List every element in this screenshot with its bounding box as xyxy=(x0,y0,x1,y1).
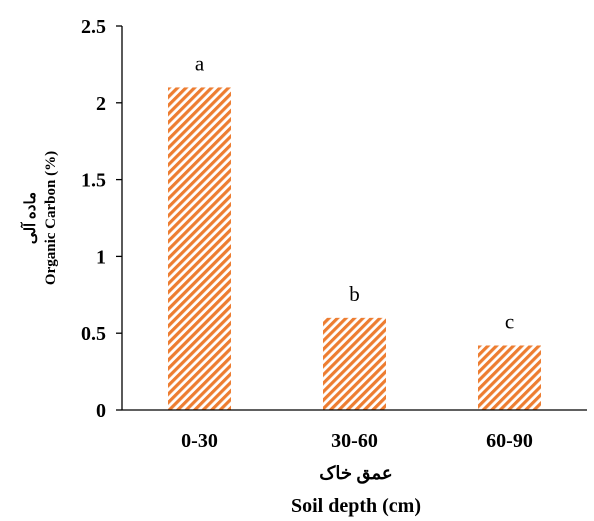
x-ticks-group: 0-30 30-60 60-90 xyxy=(181,430,533,452)
bar-0-30 xyxy=(168,87,231,410)
x-tick-label: 60-90 xyxy=(486,430,533,452)
x-tick-label: 0-30 xyxy=(181,430,218,452)
bars-group xyxy=(168,87,541,410)
x-tick-label: 30-60 xyxy=(331,430,378,452)
significance-labels: a b c xyxy=(195,51,514,333)
y-tick-label: 0.5 xyxy=(81,323,106,345)
significance-letter: b xyxy=(349,282,360,306)
y-tick-label: 2.5 xyxy=(81,16,106,38)
bar-30-60 xyxy=(323,317,386,410)
bar-60-90 xyxy=(478,345,541,410)
significance-letter: a xyxy=(195,51,205,75)
x-axis-title: Soil depth (cm) xyxy=(291,495,421,517)
y-tick-label: 1 xyxy=(96,246,106,268)
y-axis-title-fa: ماده آلی xyxy=(20,192,39,244)
significance-letter: c xyxy=(505,309,514,333)
y-axis-title: Organic Carbon (%) xyxy=(43,151,59,285)
x-axis-title-fa: عمق خاک xyxy=(319,463,392,484)
y-ticks-group: 0 0.5 1 1.5 2 2.5 xyxy=(81,16,122,422)
y-tick-label: 2 xyxy=(96,93,106,115)
y-tick-label: 0 xyxy=(96,400,106,422)
y-tick-label: 1.5 xyxy=(81,170,106,192)
